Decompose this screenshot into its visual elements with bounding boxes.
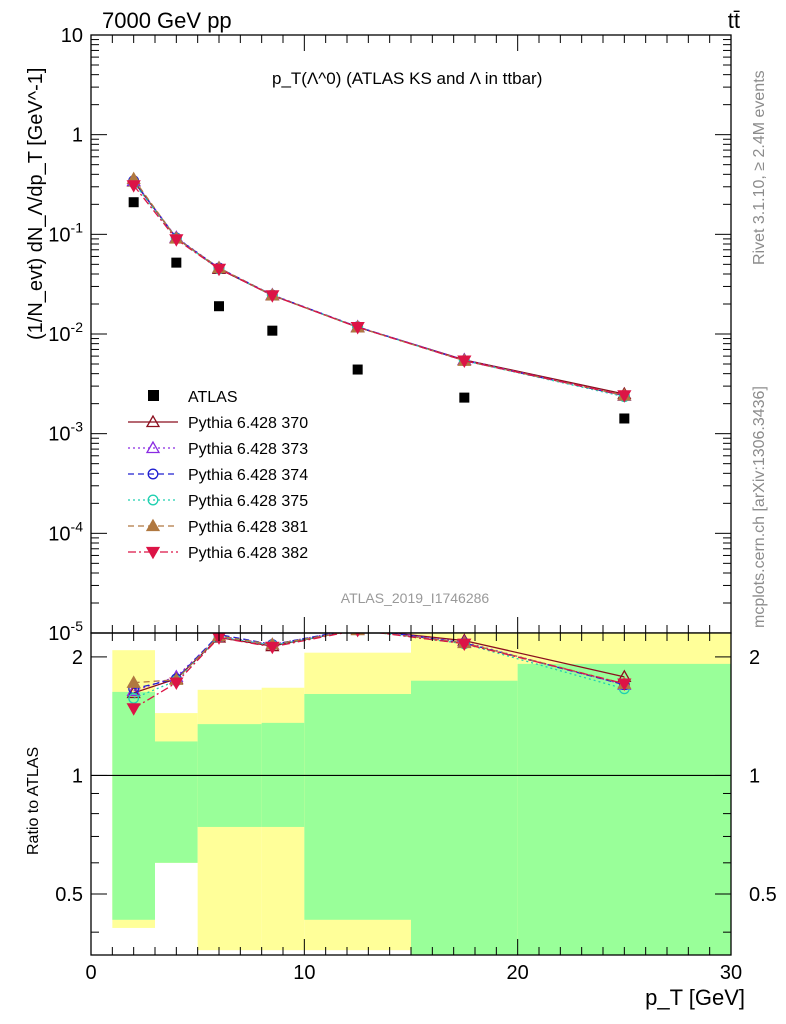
data-point-4 xyxy=(352,364,363,375)
series-line-0 xyxy=(133,180,625,395)
legend-marker-0 xyxy=(145,414,161,428)
xtick-label: 20 xyxy=(507,962,529,984)
series-line-1 xyxy=(133,180,625,397)
ytick-label: 10-4 xyxy=(48,518,83,545)
xtick-label: 0 xyxy=(85,962,96,984)
series-5-point-2 xyxy=(211,263,227,277)
legend-label-5: Pythia 6.428 382 xyxy=(188,545,308,562)
ytick-label: 10-3 xyxy=(48,419,83,446)
legend-label-data: ATLAS xyxy=(188,389,238,406)
ytick-label: 1 xyxy=(72,125,83,147)
x-axis-label: p_T [GeV] xyxy=(645,985,745,1010)
legend-marker-5 xyxy=(145,546,161,560)
data-point-2 xyxy=(214,301,224,312)
legend-marker-1 xyxy=(145,440,161,454)
ratio-5-point-1 xyxy=(169,677,184,691)
series-line-4 xyxy=(133,178,625,397)
ratio-5-point-0 xyxy=(126,703,141,716)
ratio-5-point-6 xyxy=(617,678,632,692)
xtick-label: 30 xyxy=(720,962,742,984)
ratio-panel: 0 10 20 30 0.5 0.5 1 1 2 2 xyxy=(55,632,777,984)
ratio-bands xyxy=(112,633,731,955)
ytick-label: 10 xyxy=(61,25,83,47)
ratio-1-point-4 xyxy=(350,633,365,634)
ratio-4-point-0 xyxy=(126,675,141,688)
data-point-3 xyxy=(267,325,278,336)
ratio-ylabel: Ratio to ATLAS xyxy=(25,747,42,855)
ratio-series xyxy=(126,633,632,716)
ratio-2-point-4 xyxy=(354,633,361,635)
ytick-label: 10-1 xyxy=(48,219,83,246)
legend-marker-data xyxy=(148,390,159,401)
series-5-point-3 xyxy=(265,290,280,303)
green-band-1 xyxy=(155,741,198,863)
ytick-label: 10-2 xyxy=(48,319,83,346)
energy-label: 7000 GeV pp xyxy=(102,8,232,33)
ratio-ytick-label-right: 2 xyxy=(749,647,760,669)
legend-marker-2 xyxy=(147,468,159,480)
ratio-3-point-0 xyxy=(128,692,140,704)
data-point-0 xyxy=(128,197,139,208)
data-point-6 xyxy=(619,413,630,424)
legend-label-2: Pythia 6.428 374 xyxy=(188,467,308,484)
series-5-point-6 xyxy=(617,390,632,403)
ratio-ytick-label: 0.5 xyxy=(55,884,83,906)
legend-label-3: Pythia 6.428 375 xyxy=(188,493,308,510)
series-line-3 xyxy=(133,182,625,398)
green-band-6 xyxy=(517,663,731,955)
ratio-1-point-0 xyxy=(126,683,141,696)
xtick-label: 10 xyxy=(293,962,315,984)
legend: ATLAS Pythia 6.428 370 Pythia 6.428 373 Pyt… xyxy=(128,389,308,562)
legend-marker-3 xyxy=(147,494,159,506)
series-5-point-0 xyxy=(126,180,141,193)
ratio-ytick-label-right: 0.5 xyxy=(749,884,777,906)
series-5-point-5 xyxy=(457,355,472,368)
ratio-ytick-label: 2 xyxy=(72,647,83,669)
series-5-point-4 xyxy=(350,322,365,335)
process-label: tt̄ xyxy=(728,8,740,33)
series-5-point-1 xyxy=(169,234,184,247)
data-point-5 xyxy=(459,392,470,403)
ratio-5-point-4 xyxy=(355,633,361,638)
green-band-5 xyxy=(411,680,518,955)
green-band-4 xyxy=(304,694,411,920)
ratio-0-point-4 xyxy=(350,633,365,635)
legend-label-0: Pythia 6.428 370 xyxy=(188,415,308,432)
main-title: p_T(Λ^0) (ATLAS KS and Λ in ttbar) xyxy=(272,69,542,88)
legend-label-4: Pythia 6.428 381 xyxy=(188,519,308,536)
ratio-5-point-5 xyxy=(457,638,472,652)
series-line-2 xyxy=(133,180,625,397)
ratio-5-point-3 xyxy=(265,641,280,655)
legend-label-1: Pythia 6.428 373 xyxy=(188,441,308,458)
analysis-watermark: ATLAS_2019_I1746286 xyxy=(341,590,490,606)
series-line-5 xyxy=(133,184,625,397)
data-point-1 xyxy=(171,257,182,268)
main-ylabel: (1/N_evt) dN_Λ/dp_T [GeV^-1] xyxy=(25,68,47,341)
main-panel: 10 1 10-1 10-2 10-3 10-4 10-5 xyxy=(48,25,732,645)
legend-marker-4 xyxy=(145,518,161,532)
main-frame xyxy=(90,34,732,634)
rivet-label: Rivet 3.1.10, ≥ 2.4M events xyxy=(751,70,768,265)
title-text: p_T(Λ^0) (ATLAS KS and Λ in ttbar) xyxy=(272,69,542,88)
green-band-0 xyxy=(112,691,155,920)
ratio-ytick-label: 1 xyxy=(72,765,83,787)
ytick-label: 10-5 xyxy=(48,618,83,645)
ratio-ytick-label-right: 1 xyxy=(749,765,760,787)
mcplots-label: mcplots.cern.ch [arXiv:1306.3436] xyxy=(751,386,768,628)
